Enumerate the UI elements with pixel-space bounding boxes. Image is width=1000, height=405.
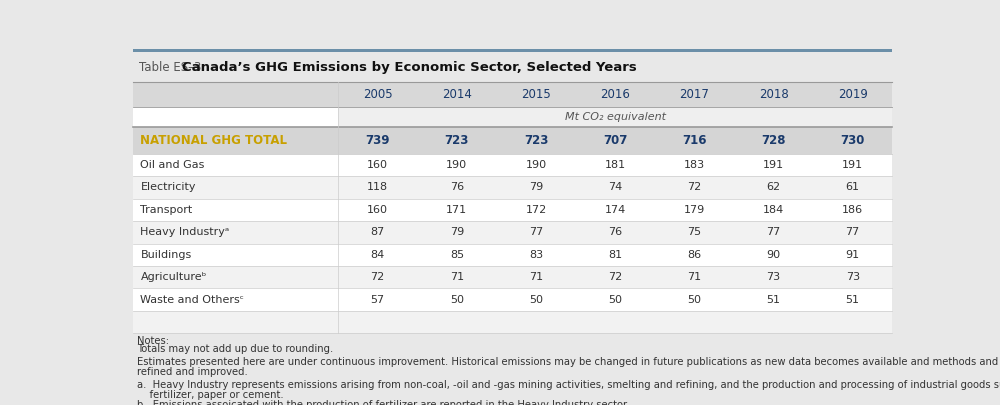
Text: Electricity: Electricity <box>140 182 196 192</box>
Text: Estimates presented here are under continuous improvement. Historical emissions : Estimates presented here are under conti… <box>137 356 1000 367</box>
Text: Totals may not add up due to rounding.: Totals may not add up due to rounding. <box>137 343 334 354</box>
Bar <box>133 221 892 243</box>
Text: 707: 707 <box>603 134 627 147</box>
Text: 77: 77 <box>846 227 860 237</box>
Bar <box>133 198 892 221</box>
Text: 190: 190 <box>525 160 547 170</box>
Text: 71: 71 <box>450 272 464 282</box>
Text: 2015: 2015 <box>521 88 551 101</box>
Text: 61: 61 <box>846 182 860 192</box>
Bar <box>133 266 892 288</box>
Text: 186: 186 <box>842 205 863 215</box>
Text: 79: 79 <box>450 227 464 237</box>
Text: 184: 184 <box>763 205 784 215</box>
Text: 76: 76 <box>450 182 464 192</box>
Bar <box>133 243 892 266</box>
Text: 75: 75 <box>687 227 701 237</box>
Text: Canada’s GHG Emissions by Economic Sector, Selected Years: Canada’s GHG Emissions by Economic Secto… <box>182 61 636 74</box>
Text: 71: 71 <box>687 272 701 282</box>
Bar <box>133 153 892 176</box>
Text: b.  Emissions assoicated with the production of fertilizer are reported in the H: b. Emissions assoicated with the product… <box>137 400 630 405</box>
Text: Table ES–3: Table ES–3 <box>139 61 209 74</box>
Text: 74: 74 <box>608 182 622 192</box>
Bar <box>133 49 892 52</box>
Text: 83: 83 <box>529 250 543 260</box>
Text: Buildings: Buildings <box>140 250 192 260</box>
Text: 2014: 2014 <box>442 88 472 101</box>
Text: 57: 57 <box>371 295 385 305</box>
Text: 2017: 2017 <box>679 88 709 101</box>
Text: 86: 86 <box>687 250 701 260</box>
Text: 2018: 2018 <box>759 88 788 101</box>
Text: 191: 191 <box>842 160 863 170</box>
Text: NATIONAL GHG TOTAL: NATIONAL GHG TOTAL <box>140 134 288 147</box>
Text: Mt CO₂ equivalent: Mt CO₂ equivalent <box>565 112 666 122</box>
Text: Heavy Industryᵃ: Heavy Industryᵃ <box>140 227 230 237</box>
Text: Notes:: Notes: <box>137 337 169 346</box>
Bar <box>133 335 892 360</box>
Text: 72: 72 <box>371 272 385 282</box>
Text: 50: 50 <box>450 295 464 305</box>
Text: 84: 84 <box>371 250 385 260</box>
Text: 723: 723 <box>524 134 548 147</box>
Text: 728: 728 <box>761 134 786 147</box>
Text: 87: 87 <box>371 227 385 237</box>
Text: Waste and Othersᶜ: Waste and Othersᶜ <box>140 295 244 305</box>
Bar <box>133 107 338 127</box>
Text: 62: 62 <box>766 182 781 192</box>
Bar <box>133 288 892 311</box>
Bar <box>133 82 892 107</box>
Text: 183: 183 <box>684 160 705 170</box>
Text: 171: 171 <box>446 205 467 215</box>
Text: 91: 91 <box>846 250 860 260</box>
Text: 50: 50 <box>687 295 701 305</box>
Text: 50: 50 <box>608 295 622 305</box>
Text: 739: 739 <box>365 134 390 147</box>
Text: 2019: 2019 <box>838 88 868 101</box>
Text: fertilizer, paper or cement.: fertilizer, paper or cement. <box>137 390 284 400</box>
Text: 73: 73 <box>766 272 781 282</box>
Text: 51: 51 <box>846 295 860 305</box>
Bar <box>133 52 892 82</box>
Text: 118: 118 <box>367 182 388 192</box>
Text: 2005: 2005 <box>363 88 393 101</box>
Text: 172: 172 <box>525 205 547 215</box>
Bar <box>133 127 892 153</box>
Text: Oil and Gas: Oil and Gas <box>140 160 205 170</box>
Text: 181: 181 <box>605 160 626 170</box>
Text: 73: 73 <box>846 272 860 282</box>
Text: 50: 50 <box>529 295 543 305</box>
Text: 72: 72 <box>687 182 701 192</box>
Text: 2016: 2016 <box>600 88 630 101</box>
Text: 76: 76 <box>608 227 622 237</box>
Text: 730: 730 <box>840 134 865 147</box>
Bar <box>338 107 892 127</box>
Text: 72: 72 <box>608 272 622 282</box>
Text: 723: 723 <box>445 134 469 147</box>
Text: 90: 90 <box>766 250 781 260</box>
Text: 51: 51 <box>767 295 781 305</box>
Text: 81: 81 <box>608 250 622 260</box>
Text: 174: 174 <box>605 205 626 215</box>
Text: 77: 77 <box>529 227 543 237</box>
Text: 77: 77 <box>766 227 781 237</box>
Text: 79: 79 <box>529 182 543 192</box>
Text: refined and improved.: refined and improved. <box>137 367 248 377</box>
Text: 190: 190 <box>446 160 467 170</box>
Bar <box>133 311 892 333</box>
Text: 71: 71 <box>529 272 543 282</box>
Text: 85: 85 <box>450 250 464 260</box>
Text: 716: 716 <box>682 134 707 147</box>
Text: 191: 191 <box>763 160 784 170</box>
Bar <box>133 176 892 198</box>
Text: a.  Heavy Industry represents emissions arising from non-coal, -oil and -gas min: a. Heavy Industry represents emissions a… <box>137 380 1000 390</box>
Text: Transport: Transport <box>140 205 193 215</box>
Text: 160: 160 <box>367 205 388 215</box>
Text: Agricultureᵇ: Agricultureᵇ <box>140 272 207 282</box>
Text: 179: 179 <box>684 205 705 215</box>
Text: 160: 160 <box>367 160 388 170</box>
